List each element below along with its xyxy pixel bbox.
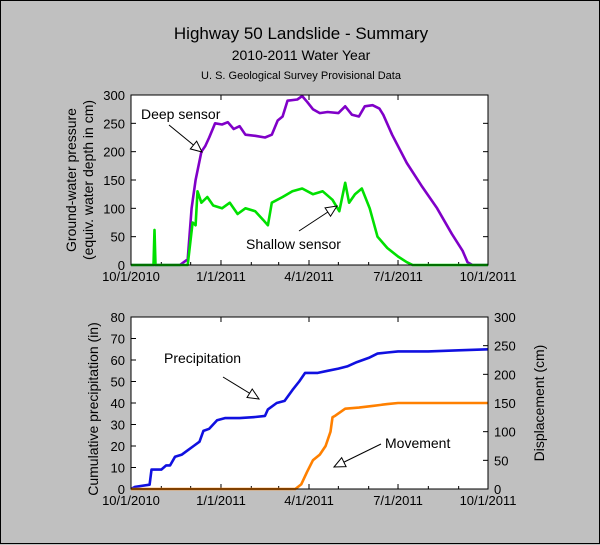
y-tick-label: 200 [103,145,125,160]
y2-tick-label: 50 [494,453,508,468]
plot-border [130,316,489,490]
y-tick-label: 20 [111,439,125,454]
x-tick-label: 4/1/2011 [284,493,334,508]
y2-tick-label: 150 [494,396,516,411]
x-tick-label: 10/1/2011 [460,269,517,284]
annotation-arrow-movement-head [332,456,347,468]
annotation-arrow-precipitation-head [246,388,261,400]
annotation-shallow-sensor: Shallow sensor [246,236,341,252]
y-tick-label: 50 [111,230,125,245]
y-tick-label: 40 [111,396,125,411]
y-axis-label-line2: (equiv. water depth in cm) [80,100,96,260]
series-line-precipitation [130,348,489,491]
y-tick-label: 70 [111,332,125,347]
y-tick-label: 250 [103,116,125,131]
x-tick-label: 10/1/2010 [102,493,160,508]
y2-tick-label: 300 [494,310,516,325]
annotation-deep-sensor: Deep sensor [141,106,221,122]
y-axis-label-line1: Ground-water pressure [63,108,79,252]
annotation-arrow-shallow-head [324,205,339,218]
figure-subtitle: 2010-2011 Water Year [232,47,371,63]
x-tick-label: 1/1/2011 [196,269,246,284]
y-axis-label: Cumulative precipitation (in) [85,322,101,496]
annotation-precipitation: Precipitation [164,350,241,366]
series-line-deep-sensor [131,94,488,267]
x-tick-label: 4/1/2011 [284,269,334,284]
annotation-arrow-deep-head [189,140,203,153]
y2-tick-label: 200 [494,367,516,382]
series-line-movement [131,401,488,491]
x-tick-label: 7/1/2011 [373,269,423,284]
y-tick-label: 100 [103,201,125,216]
y-tick-label: 30 [111,418,125,433]
x-tick-label: 7/1/2011 [373,493,423,508]
figure-title: Highway 50 Landslide - Summary [174,24,429,43]
y-tick-label: 60 [111,353,125,368]
y2-axis-label: Displacement (cm) [531,345,547,462]
y2-tick-label: 250 [494,339,516,354]
x-tick-label: 1/1/2011 [196,493,246,508]
precipitation-displacement-chart: 10/1/2010 1/1/2011 4/1/2011 7/1/2011 10/1/20… [85,310,547,508]
y2-tick-label: 100 [494,425,516,440]
y-tick-label: 50 [111,375,125,390]
plot-border [130,94,489,266]
y-tick-label: 300 [103,88,125,103]
y-tick-label: 0 [118,482,125,497]
y2-tick-label: 0 [494,482,501,497]
y-tick-label: 80 [111,310,125,325]
x-tick-label: 10/1/2010 [102,269,160,284]
figure-source-note: U. S. Geological Survey Provisional Data [201,70,402,82]
series-line-shallow-sensor [131,181,488,267]
x-tick-label: 10/1/2011 [460,493,517,508]
y-tick-label: 150 [103,173,125,188]
groundwater-pressure-chart: 10/1/2010 1/1/2011 4/1/2011 7/1/2011 10/1/20… [63,88,516,284]
annotation-movement: Movement [385,435,450,451]
y-tick-label: 10 [111,461,125,476]
y-tick-label: 0 [118,258,125,273]
